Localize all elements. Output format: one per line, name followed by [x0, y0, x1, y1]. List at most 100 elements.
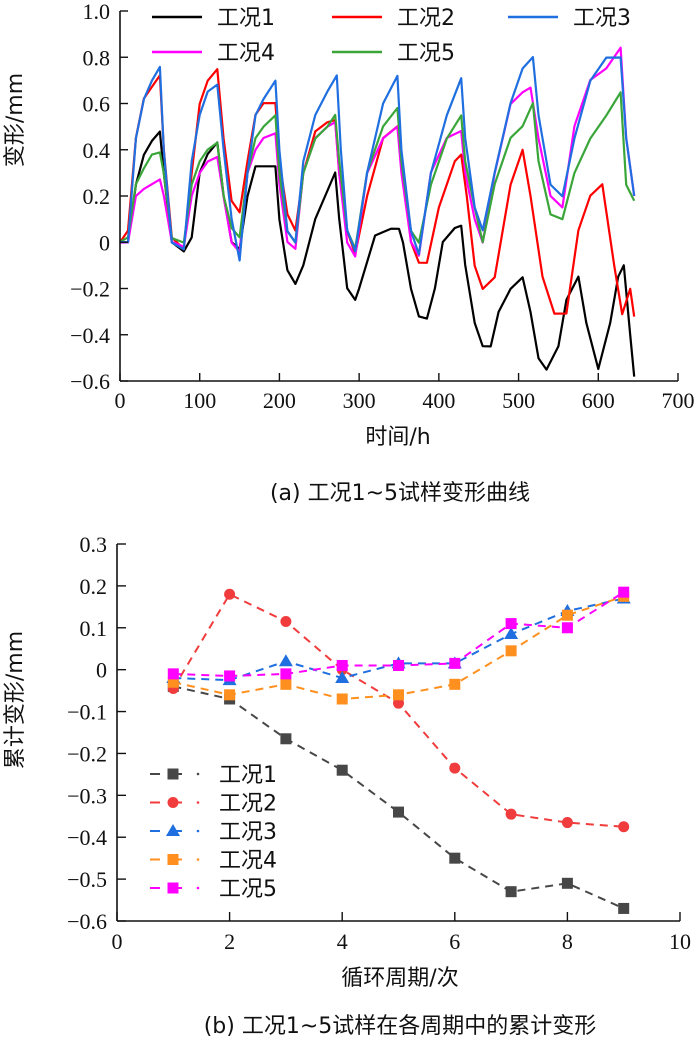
chart-b-legend-marker [167, 768, 179, 780]
chart-b-data-point [449, 762, 461, 774]
chart-b-data-point [167, 668, 179, 680]
chart-a: 0 100 200 300 400 500 600 700 −0.6 −0.4 −0.2 0 0.2 0.… [3, 0, 695, 506]
chart-b-series-line [173, 595, 625, 701]
chart-a-y-tick-label: −0.4 [70, 323, 110, 348]
chart-b-x-tick-label: 10 [669, 929, 691, 954]
chart-b-legend-marker [167, 854, 179, 865]
chart-b-data-point [280, 678, 292, 690]
chart-b-legend-label: 工况5 [219, 877, 277, 902]
chart-b-series-2 [167, 588, 630, 833]
chart-b-legend-marker [166, 824, 180, 836]
chart-b-data-point [504, 627, 519, 640]
chart-b-data-point [618, 902, 630, 914]
chart-b-y-tick-label: −0.1 [67, 700, 107, 725]
chart-b-legend-item: 工况5 [150, 877, 277, 902]
chart-b-legend: 工况1 工况2 工况3 工况4 工况5 [150, 763, 277, 902]
chart-a-legend-label: 工况3 [573, 6, 631, 31]
chart-b-data-point [561, 817, 573, 829]
chart-a-y-tick-label: 0.6 [83, 92, 111, 117]
chart-a-x-axis-title: 时间/h [365, 425, 430, 450]
chart-b-data-point [280, 733, 292, 745]
chart-b-data-point [449, 852, 461, 864]
chart-b-data-point [393, 697, 404, 709]
chart-a-legend-label: 工况1 [217, 6, 275, 31]
chart-b-data-point [505, 645, 517, 657]
chart-a-y-tick-label: 0 [99, 230, 110, 255]
chart-a-legend-label: 工况5 [397, 41, 455, 66]
chart-a-x-tick-label: 600 [582, 388, 615, 413]
chart-b-axes: 0 2 4 6 8 10 −0.6 −0.5 −0.4 −0.3 −0.2 −0.1 0 0.1 0.2 0.… [67, 532, 691, 954]
chart-b-x-tick-label: 6 [449, 929, 460, 954]
chart-a-y-tick-label: 0.4 [83, 138, 111, 163]
chart-b-legend-dot [196, 801, 200, 804]
chart-a-series-line-5 [119, 91, 636, 250]
chart-a-x-tick-label: 100 [183, 388, 216, 413]
chart-b-y-tick-label: −0.3 [67, 783, 107, 808]
chart-b-data-point [336, 764, 348, 776]
chart-b-y-tick-label: −0.5 [67, 867, 107, 892]
chart-a-legend-item: 工况1 [152, 6, 275, 31]
chart-b-data-point [393, 659, 404, 671]
chart-b-data-point [224, 588, 236, 600]
chart-a-x-tick-label: 200 [263, 388, 296, 413]
chart-a-y-tick-label: −0.2 [70, 277, 110, 302]
chart-b-x-tick-label: 2 [224, 929, 235, 954]
chart-a-x-tick-label: 300 [343, 388, 376, 413]
chart-b-x-tick-label: 0 [112, 929, 123, 954]
chart-a-y-tick-label: 1.0 [83, 0, 111, 24]
chart-a-series-line-3 [119, 56, 636, 262]
chart-b-series-4 [167, 590, 630, 705]
chart-b-data-point [561, 877, 573, 889]
chart-b-y-tick-label: 0.1 [80, 616, 108, 641]
chart-b-data-point [280, 668, 292, 680]
chart-b-data-point [505, 808, 517, 820]
chart-a-caption: (a) 工况1~5试样变形曲线 [270, 481, 530, 506]
chart-b-data-point [505, 618, 517, 630]
chart-b-legend-item: 工况1 [150, 763, 277, 788]
chart-b-y-tick-label: 0.3 [80, 532, 108, 557]
chart-b-legend-dot [196, 829, 200, 833]
chart-a-legend-label: 工况2 [397, 6, 455, 31]
chart-b-legend-label: 工况2 [219, 792, 277, 817]
chart-a-y-axis-title: 变形/mm [3, 73, 28, 167]
chart-a-legend-label: 工况4 [217, 41, 275, 66]
chart-a-y-tick-label: −0.6 [70, 369, 110, 394]
chart-b-y-axis-title: 累计变形/mm [3, 631, 28, 769]
chart-b-legend-dot [196, 886, 200, 890]
chart-b-legend-item: 工况4 [150, 849, 277, 874]
chart-b-series-line [173, 685, 625, 910]
chart-b-data-point [393, 689, 404, 701]
chart-b-data-point [280, 615, 292, 627]
chart-b-legend-marker [167, 882, 179, 894]
chart-b-data-point [505, 886, 517, 898]
chart-a-legend-item: 工况3 [508, 6, 631, 31]
chart-b-series [166, 586, 631, 914]
chart-a-x-tick-label: 0 [115, 388, 126, 413]
chart-b-legend-item: 工况3 [150, 820, 277, 845]
chart-b-y-tick-label: −0.6 [67, 909, 107, 934]
chart-a-legend-item: 工况2 [332, 6, 455, 31]
chart-a-y-tick-label: 0.8 [83, 45, 111, 70]
chart-b-legend-label: 工况1 [219, 763, 277, 788]
chart-b-data-point [449, 678, 461, 690]
chart-a-axes: 0 100 200 300 400 500 600 700 −0.6 −0.4 −0.2 0 0.2 0.… [70, 0, 694, 413]
chart-b-legend-label: 工况3 [219, 820, 277, 845]
chart-a-legend-item: 工况5 [332, 41, 455, 66]
chart-b-y-tick-label: −0.4 [67, 825, 107, 850]
chart-a-y-tick-label: 0.2 [83, 184, 111, 209]
chart-b-series-3 [166, 591, 631, 686]
chart-b-x-axis-title: 循环周期/次 [341, 966, 458, 991]
chart-b-data-point [335, 671, 350, 684]
chart-b-data-point [278, 654, 293, 667]
chart-b-caption: (b) 工况1~5试样在各周期中的累计变形 [204, 1014, 597, 1039]
chart-b-legend-label: 工况4 [219, 849, 277, 874]
chart-b: 0 2 4 6 8 10 −0.6 −0.5 −0.4 −0.3 −0.2 −0.1 0 0.1 0.2 0.… [3, 532, 691, 1039]
chart-b-y-tick-label: 0.2 [80, 574, 108, 599]
chart-a-legend: 工况1 工况2 工况3 工况4 工况5 [152, 6, 631, 66]
chart-b-data-point [393, 806, 404, 818]
chart-b-y-tick-label: 0 [96, 658, 107, 683]
chart-b-data-point [224, 670, 236, 682]
chart-b-legend-item: 工况2 [150, 792, 277, 817]
chart-b-x-tick-label: 4 [337, 929, 348, 954]
